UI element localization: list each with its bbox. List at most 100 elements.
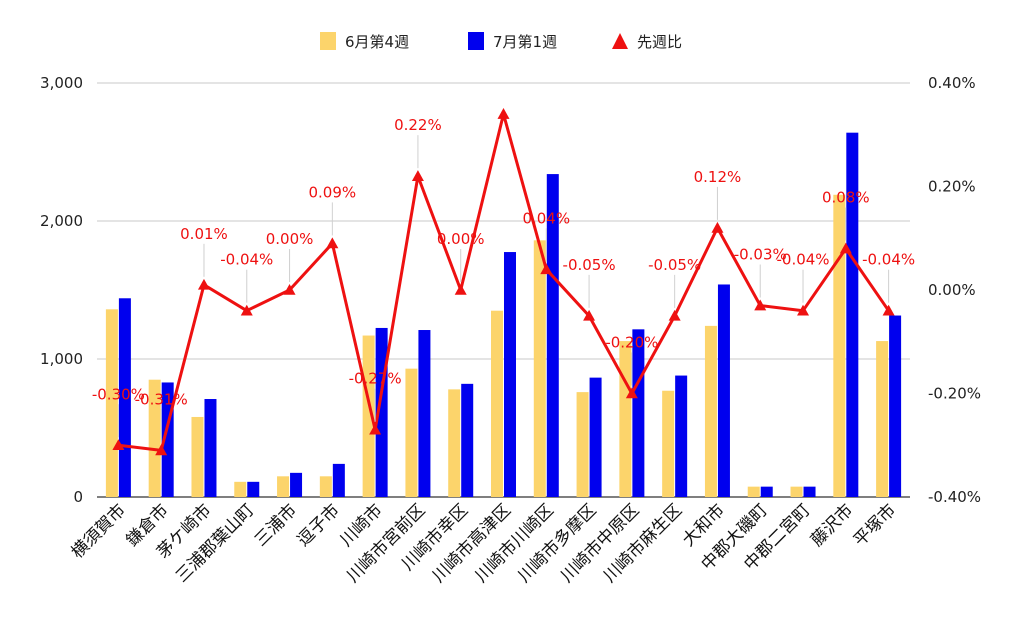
y-right-tick-label: -0.40% — [928, 488, 981, 506]
ratio-marker — [240, 304, 253, 316]
bar-7m-w1 — [632, 329, 645, 497]
ratio-data-label: 0.00% — [266, 230, 314, 248]
ratio-data-label: 0.04% — [522, 209, 570, 227]
bar-6m-w4 — [148, 379, 161, 497]
bar-7m-w1 — [846, 132, 859, 497]
bar-6m-w4 — [362, 335, 375, 497]
ratio-marker — [668, 309, 681, 321]
ratio-data-label: -0.30% — [92, 385, 145, 403]
ratio-data-label: -0.31% — [135, 390, 188, 408]
bar-7m-w1 — [760, 486, 773, 497]
bar-6m-w4 — [876, 341, 889, 497]
bar-7m-w1 — [204, 399, 217, 497]
ratio-data-label: -0.04% — [862, 251, 915, 269]
ratio-data-label: 0.01% — [180, 225, 228, 243]
bar-7m-w1 — [717, 284, 730, 497]
ratio-data-label: -0.03% — [734, 246, 787, 264]
x-category-label: 三浦市 — [251, 500, 301, 550]
ratio-line-layer — [112, 108, 895, 456]
ratio-data-label: -0.05% — [648, 256, 701, 274]
ratio-marker — [540, 263, 553, 275]
ratio-marker — [754, 299, 767, 311]
bar-6m-w4 — [533, 240, 546, 497]
x-category-label: 藤沢市 — [807, 500, 857, 550]
legend: 6月第4週 7月第1週 先週比 — [320, 32, 682, 51]
ratio-marker — [711, 221, 724, 233]
bar-6m-w4 — [790, 486, 803, 497]
y-right-tick-label: 0.20% — [928, 178, 976, 196]
legend-label: 7月第1週 — [493, 33, 557, 51]
bar-6m-w4 — [319, 476, 332, 497]
bar-6m-w4 — [277, 476, 290, 497]
y-left-tick-label: 2,000 — [40, 212, 83, 230]
legend-swatch — [320, 32, 336, 50]
bars — [105, 132, 902, 497]
data-labels: -0.30%-0.31% 0.01% -0.04% 0.00% 0.09% -0.27% 0… — [92, 116, 915, 443]
bar-7m-w1 — [290, 472, 303, 497]
ratio-data-label: 0.08% — [822, 189, 870, 207]
legend-label: 先週比 — [637, 33, 682, 51]
y-left-tick-label: 3,000 — [40, 74, 83, 92]
bar-7m-w1 — [504, 252, 516, 497]
bar-7m-w1 — [332, 463, 345, 497]
ratio-marker — [326, 237, 339, 249]
bar-7m-w1 — [461, 383, 474, 497]
ratio-marker — [454, 284, 467, 295]
ratio-line — [118, 112, 890, 452]
ratio-data-label: -0.05% — [563, 256, 616, 274]
ratio-marker — [411, 170, 424, 181]
ratio-marker — [797, 304, 810, 316]
bar-7m-w1 — [418, 330, 431, 497]
ratio-data-label: -0.27% — [349, 370, 402, 388]
bar-7m-w1 — [247, 481, 260, 497]
bar-6m-w4 — [576, 392, 589, 497]
bar-7m-w1 — [803, 486, 816, 497]
bar-6m-w4 — [833, 194, 846, 497]
gridlines — [97, 82, 910, 498]
ratio-data-label: 0.12% — [694, 168, 742, 186]
bar-6m-w4 — [191, 416, 204, 497]
bar-6m-w4 — [747, 486, 760, 497]
bar-6m-w4 — [704, 325, 717, 497]
x-category-label: 横須賀市 — [68, 500, 130, 562]
ratio-marker — [283, 284, 296, 295]
bar-6m-w4 — [405, 368, 418, 497]
bar-6m-w4 — [448, 389, 461, 497]
ratio-marker — [882, 304, 895, 316]
ratio-data-label: 0.09% — [309, 183, 357, 201]
y-right-tick-label: 0.40% — [928, 74, 976, 92]
y-left-tick-label: 1,000 — [40, 350, 83, 368]
bar-7m-w1 — [675, 375, 688, 497]
ratio-marker — [839, 242, 852, 254]
y-left-tick-label: 0 — [73, 488, 83, 506]
ratio-marker — [369, 423, 382, 435]
bar-6m-w4 — [619, 341, 632, 497]
ratio-data-label: 0.22% — [394, 116, 442, 134]
ratio-data-label: -0.04% — [776, 251, 829, 269]
legend-swatch — [612, 33, 628, 49]
ratio-marker — [583, 309, 596, 321]
bar-7m-w1 — [546, 174, 559, 497]
x-category-label: 逗子市 — [294, 500, 344, 550]
ratio-marker — [625, 387, 638, 399]
ratio-data-label: -0.20% — [605, 334, 658, 352]
ratio-data-label: 0.00% — [437, 230, 485, 248]
bar-6m-w4 — [234, 481, 247, 497]
ratio-marker — [112, 439, 125, 451]
ratio-marker — [155, 444, 168, 456]
bar-7m-w1 — [589, 377, 602, 497]
y-right-tick-label: -0.20% — [928, 385, 981, 403]
bar-7m-w1 — [889, 315, 902, 497]
bar-6m-w4 — [491, 310, 503, 497]
bar-6m-w4 — [662, 390, 675, 497]
ratio-data-label: -0.04% — [220, 251, 273, 269]
ratio-marker — [197, 278, 210, 290]
x-category-label: 平塚市 — [850, 500, 900, 550]
y-right-tick-label: 0.00% — [928, 281, 976, 299]
ratio-marker — [497, 108, 510, 119]
bar-6m-w4 — [105, 309, 118, 497]
legend-swatch — [468, 32, 484, 50]
legend-label: 6月第4週 — [345, 33, 409, 51]
